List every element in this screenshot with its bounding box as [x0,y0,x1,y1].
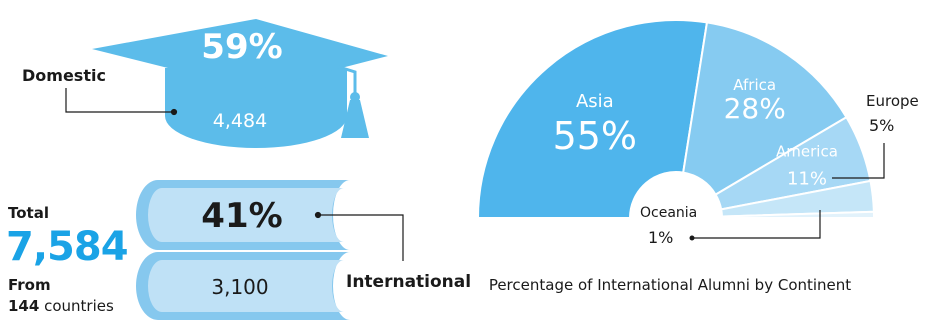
slice-label-africa: Africa [733,76,776,94]
slice-label-asia: Asia [576,91,614,112]
domestic-count: 4,484 [213,110,267,132]
leader-dot-oceania [689,235,695,241]
connector-lines [65,88,404,261]
slice-africa [682,21,848,196]
slice-asia [476,19,709,219]
slice-oceania [720,210,876,219]
from-label: From [8,276,51,294]
leader-line-europe [832,143,885,179]
total-value: 7,584 [6,224,129,270]
international-percent: 41% [201,196,282,236]
slice-label-europe: Europe [866,92,919,110]
countries-word: countries [44,297,114,315]
graduation-cap-icon [92,19,388,148]
slice-value-asia: 55% [553,114,637,158]
slice-value-europe: 5% [869,116,895,135]
total-label: Total [8,204,49,222]
slice-value-america: 11% [787,169,827,190]
slice-value-oceania: 1% [648,228,674,247]
countries-number: 144 [8,297,40,315]
domestic-percent: 59% [201,27,282,67]
leader-line-oceania [692,210,821,239]
slice-label-america: America [776,143,838,161]
international-count: 3,100 [211,275,268,299]
slice-value-africa: 28% [724,92,786,125]
international-label: International [346,272,472,292]
countries-text: 144 countries [8,297,114,315]
book-stack-icon [136,180,350,320]
chart-title: Percentage of International Alumni by Co… [488,276,852,294]
domestic-label: Domestic [22,66,106,85]
slice-label-oceania: Oceania [640,205,698,221]
